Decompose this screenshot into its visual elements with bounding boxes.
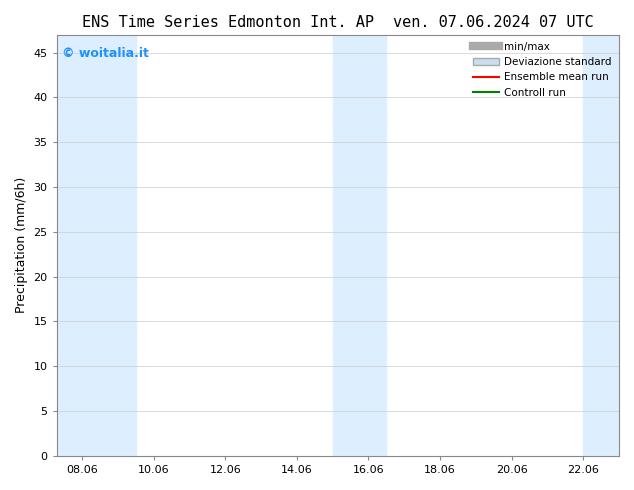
Bar — [583, 35, 619, 456]
Legend: min/max, Deviazione standard, Ensemble mean run, Controll run: min/max, Deviazione standard, Ensemble m… — [469, 38, 616, 102]
Y-axis label: Precipitation (mm/6h): Precipitation (mm/6h) — [15, 177, 28, 314]
Bar — [56, 35, 136, 456]
Text: ven. 07.06.2024 07 UTC: ven. 07.06.2024 07 UTC — [393, 15, 594, 30]
Text: ENS Time Series Edmonton Int. AP: ENS Time Series Edmonton Int. AP — [82, 15, 375, 30]
Bar — [333, 35, 386, 456]
Text: © woitalia.it: © woitalia.it — [62, 47, 149, 60]
